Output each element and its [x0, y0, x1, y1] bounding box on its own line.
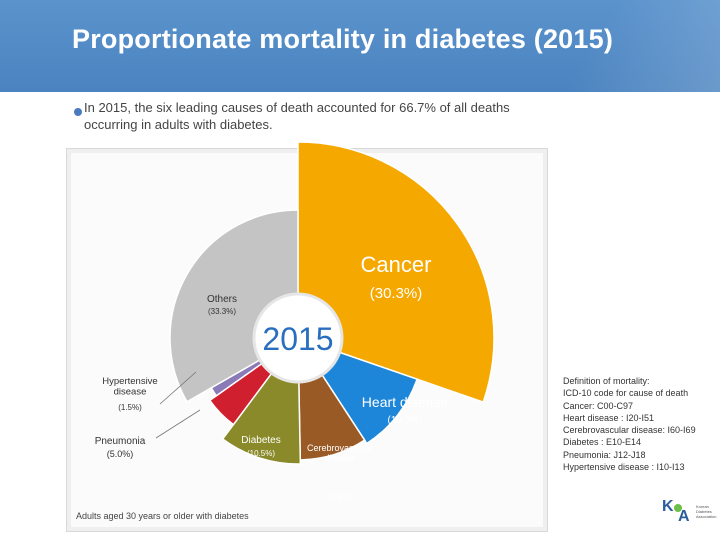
definition-line: Hypertensive disease : I10-I13 — [563, 462, 685, 473]
definitions-block: Definition of mortality: ICD-10 code for… — [563, 375, 696, 473]
slice-value-cerebrovascular-disease: (8.9%) — [328, 493, 352, 502]
slide-title: Proportionate mortality in diabetes (201… — [72, 24, 614, 54]
kda-logo: K A Korean Diabetes Association — [656, 498, 716, 532]
pie-slice-cancer — [297, 141, 495, 404]
slice-label-others: Others — [207, 294, 237, 305]
slice-value-pneumonia: (5.0%) — [107, 449, 134, 459]
logo-letter-k: K — [662, 498, 674, 515]
slice-label-pneumonia: Pneumonia — [95, 436, 146, 447]
bullet-icon — [74, 108, 82, 116]
intro-text: In 2015, the six leading causes of death… — [84, 100, 510, 132]
slice-value-hypertensive-disease: (1.5%) — [118, 403, 142, 412]
definition-line: Definition of mortality: — [563, 376, 650, 386]
slice-value-diabetes: (10.5%) — [247, 449, 275, 458]
footnote: Adults aged 30 years or older with diabe… — [76, 511, 249, 521]
slice-label-diabetes: Diabetes — [241, 435, 280, 446]
slice-label-heart-disease: Heart disease — [362, 394, 449, 410]
slice-label-hypertensive-disease: disease — [114, 387, 147, 398]
leader-line — [159, 371, 197, 405]
pie-center-disc — [252, 292, 344, 384]
pie-center-label: 2015 — [262, 321, 333, 357]
slice-label-cerebrovascular-disease: disease — [324, 453, 355, 463]
logo-letter-a: A — [678, 508, 690, 525]
slice-value-heart-disease: (10.5%) — [387, 415, 422, 426]
definition-line: Heart disease : I20-I51 — [563, 412, 655, 423]
definition-line: ICD-10 code for cause of death — [563, 388, 689, 399]
definition-line: Cerebrovascular disease: I60-I69 — [563, 425, 696, 436]
slice-value-others: (33.3%) — [208, 307, 236, 316]
header-bar: Proportionate mortality in diabetes (201… — [0, 0, 720, 92]
leader-line — [155, 409, 201, 439]
header-decoration — [510, 0, 720, 92]
definition-line: Pneumonia: J12-J18 — [563, 449, 646, 460]
definition-line: Cancer: C00-C97 — [563, 400, 634, 411]
slice-label-cancer: Cancer — [361, 252, 432, 277]
definition-line: Diabetes : E10-E14 — [563, 437, 642, 448]
logo-dot-icon — [674, 504, 682, 512]
slice-label-cerebrovascular-disease: Cerebrovascular — [307, 443, 373, 453]
logo-text: Korean Diabetes Association — [696, 504, 717, 519]
slice-label-hypertensive-disease: Hypertensive — [102, 376, 157, 387]
slice-value-cancer: (30.3%) — [370, 285, 423, 302]
